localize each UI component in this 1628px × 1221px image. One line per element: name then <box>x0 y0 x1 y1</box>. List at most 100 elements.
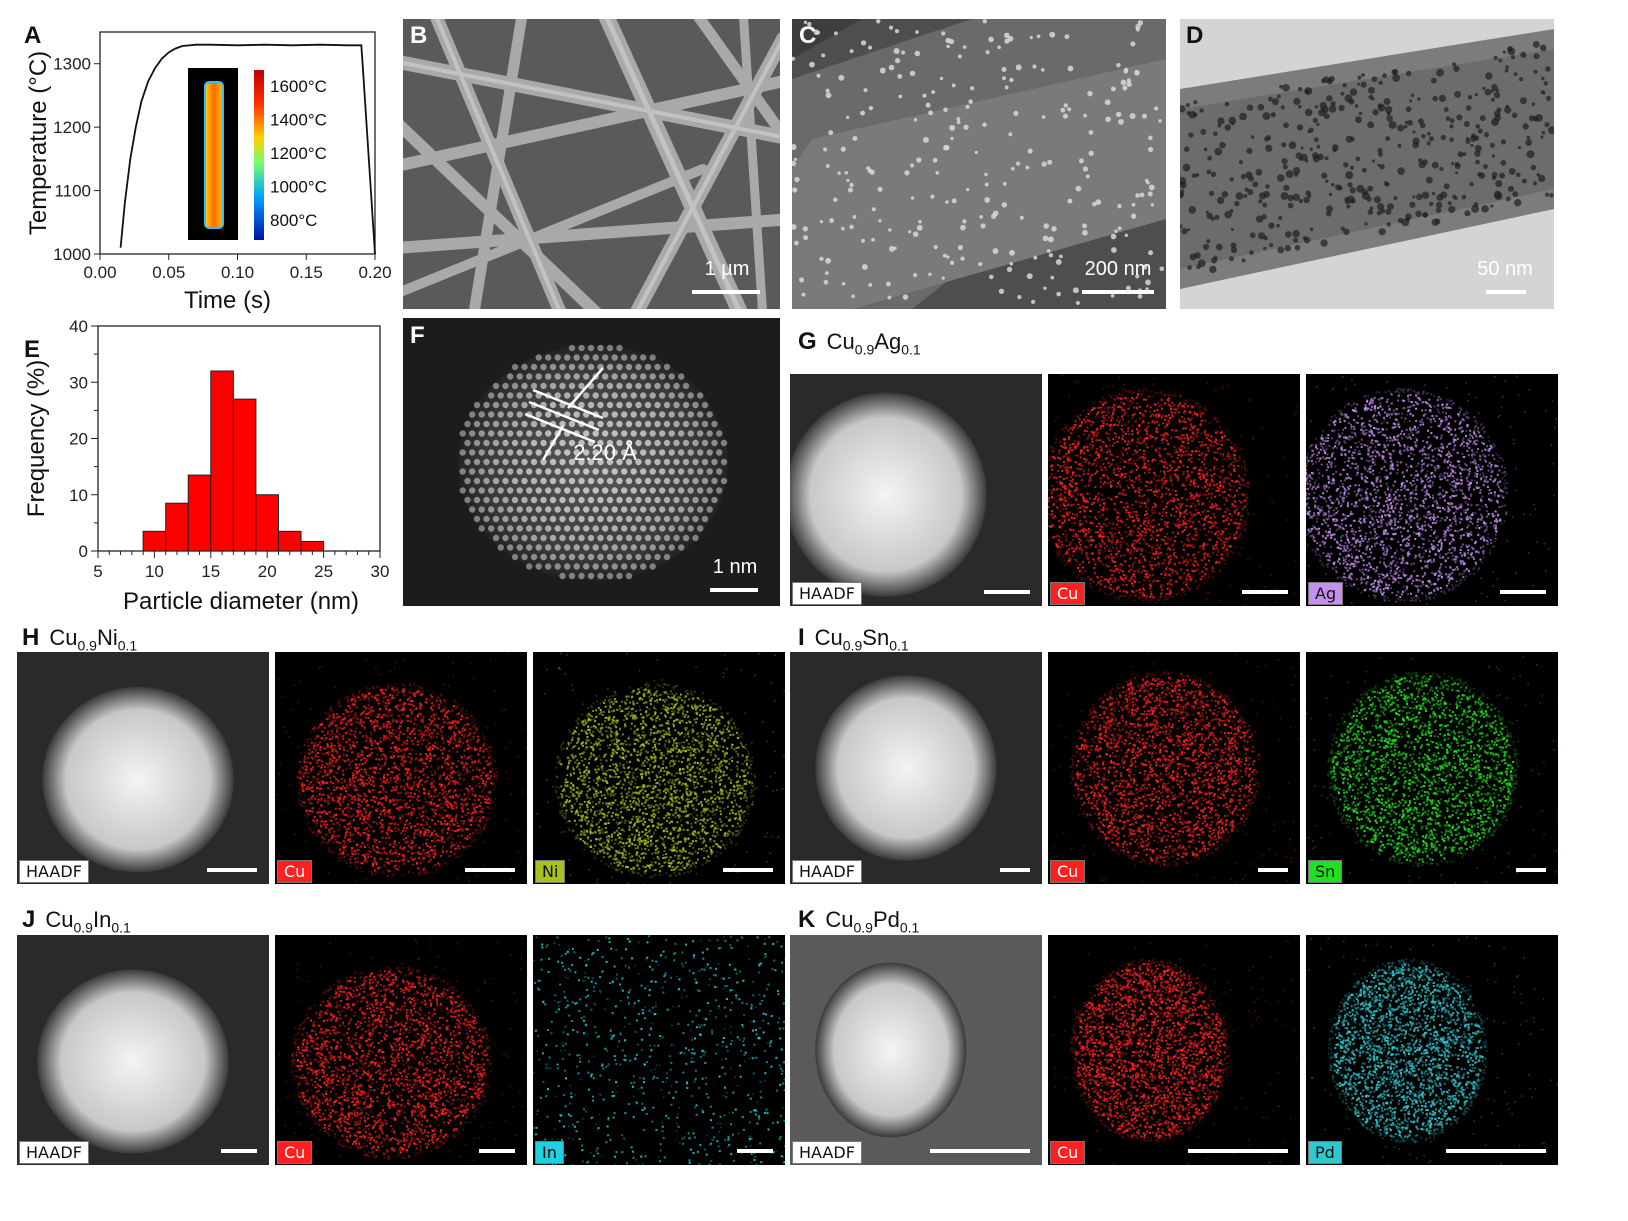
scalebar-d <box>1486 290 1526 294</box>
x-axis-label: Particle diameter (nm) <box>123 588 359 614</box>
element-tag-haadf: HAADF <box>792 1141 862 1164</box>
eds-map-in <box>533 935 785 1165</box>
element-tag-cu: Cu <box>277 1141 313 1164</box>
histogram-bar <box>255 494 279 552</box>
panel-label-d: D <box>1186 22 1203 50</box>
colorbar-label: 800°C <box>270 211 317 230</box>
y-tick-label: 1000 <box>53 245 91 264</box>
x-tick-label: 15 <box>201 562 220 581</box>
sem-particles-image <box>792 19 1166 309</box>
formula-sub2: 0.1 <box>118 637 137 653</box>
histogram-bar <box>187 474 212 552</box>
formula-sub1: 0.9 <box>855 341 874 357</box>
x-tick-label: 5 <box>93 562 102 581</box>
nanofiber-texture <box>403 19 780 309</box>
panel-label-g: G <box>798 328 817 355</box>
scalebar <box>1516 868 1546 872</box>
y-tick-label: 0 <box>79 542 88 561</box>
x-tick-label: 30 <box>371 562 390 581</box>
scalebar <box>1446 1149 1546 1153</box>
panel-label-e: E <box>24 336 40 364</box>
histogram-bar <box>232 398 257 552</box>
element-tag-cu: Cu <box>277 860 313 883</box>
histogram-bar <box>142 530 167 552</box>
eds-map-ag <box>1306 374 1558 606</box>
formula-base2: Ag <box>874 329 901 354</box>
colorbar-label: 1600°C <box>270 77 327 96</box>
formula-sub1: 0.9 <box>843 637 862 653</box>
scalebar-label-b: 1 µm <box>692 258 762 281</box>
scalebar-label-f: 1 nm <box>700 556 770 579</box>
y-tick-label: 1300 <box>53 55 91 74</box>
panel-label-c: C <box>799 22 816 50</box>
formula-base1: Cu <box>49 625 77 650</box>
formula-base1: Cu <box>45 907 73 932</box>
temperature-time-chart: 0.00 0.05 0.10 0.15 0.20 1000 1100 1200 1300 Time… <box>25 31 392 314</box>
element-tag-haadf: HAADF <box>792 582 862 605</box>
element-tag-cu: Cu <box>1050 860 1086 883</box>
scalebar <box>1242 590 1288 594</box>
haadf-image <box>17 935 269 1165</box>
formula-base2: Sn <box>862 625 889 650</box>
element-tag-pd: Pd <box>1308 1141 1342 1164</box>
panel-label-i: I <box>798 624 805 651</box>
x-tick-label: 10 <box>145 562 164 581</box>
scalebar-f <box>710 588 758 592</box>
y-tick-label: 1200 <box>53 118 91 137</box>
scalebar-label-c: 200 nm <box>1078 258 1158 281</box>
formula-base1: Cu <box>827 329 855 354</box>
element-tag-ni: Ni <box>535 860 566 883</box>
y-tick-label: 1100 <box>54 182 91 201</box>
lattice-spacing-label: 2.20 Å <box>560 440 650 466</box>
histogram-bar <box>300 540 325 552</box>
haadf-image <box>17 652 269 884</box>
x-tick-label: 0.00 <box>83 263 116 282</box>
y-axis-label: Temperature (°C) <box>25 51 52 235</box>
y-axis-label: Frequency (%) <box>23 360 50 517</box>
panel-label-f: F <box>410 322 425 350</box>
eds-map-cu <box>1048 374 1300 606</box>
element-tag-haadf: HAADF <box>19 860 89 883</box>
panel-label-h: H <box>22 624 39 651</box>
temperature-series-line <box>119 43 376 255</box>
sem-nanofiber-image <box>403 19 780 309</box>
x-tick-label: 25 <box>314 562 333 581</box>
formula-sub1: 0.9 <box>77 637 96 653</box>
scalebar <box>1000 868 1030 872</box>
y-tick-label: 40 <box>69 318 88 336</box>
x-axis-label: Time (s) <box>184 287 271 314</box>
x-tick-label: 0.20 <box>358 263 391 282</box>
scalebar <box>737 1149 773 1153</box>
histogram-bar <box>277 530 302 552</box>
particle-texture <box>792 19 1166 309</box>
y-tick-label: 20 <box>69 430 88 449</box>
formula-sub2: 0.1 <box>901 341 920 357</box>
scalebar <box>465 868 515 872</box>
element-tag-in: In <box>535 1141 564 1164</box>
scalebar <box>207 868 257 872</box>
eds-map-cu <box>1048 935 1300 1165</box>
haadf-image <box>790 935 1042 1165</box>
atomic-lattice-image <box>403 318 780 606</box>
x-tick-label: 0.15 <box>290 263 323 282</box>
panel-label-k: K <box>798 906 815 933</box>
eds-map-cu <box>275 935 527 1165</box>
formula-sub1: 0.9 <box>853 919 872 935</box>
y-tick-label: 30 <box>69 373 88 392</box>
element-tag-sn: Sn <box>1308 860 1343 883</box>
tem-fiber-image <box>1180 19 1554 309</box>
tem-fiber-texture <box>1180 19 1554 309</box>
lattice-texture <box>403 318 780 606</box>
scalebar-c <box>1082 290 1154 294</box>
formula-base2: In <box>93 907 111 932</box>
histogram-bar <box>210 370 234 552</box>
row-title-g: G Cu0.9Ag0.1 <box>798 328 921 357</box>
scalebar <box>1258 868 1288 872</box>
formula-base2: Ni <box>97 625 118 650</box>
scalebar <box>1500 590 1546 594</box>
histogram-bar <box>165 502 189 552</box>
y-tick-label: 10 <box>69 486 88 505</box>
element-tag-cu: Cu <box>1050 582 1086 605</box>
scalebar <box>723 868 773 872</box>
colorbar <box>254 70 264 240</box>
